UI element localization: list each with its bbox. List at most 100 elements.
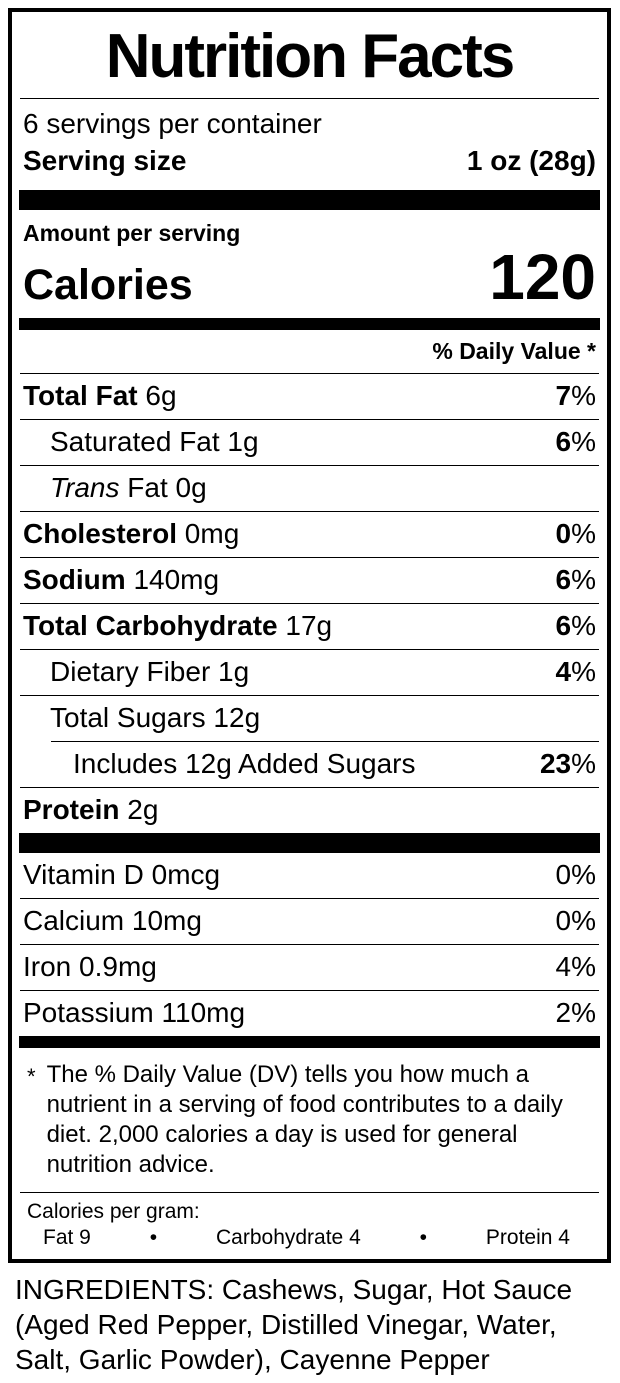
divider — [20, 990, 599, 991]
vitamin-dv: 0% — [555, 905, 596, 936]
nutrient-dv: 23% — [540, 750, 596, 778]
vitamin-amount: Calcium 10mg — [23, 905, 202, 936]
dv-number: 4 — [555, 656, 572, 687]
dv-number: 6 — [555, 426, 572, 457]
bullet-icon: • — [149, 1226, 158, 1249]
calories-per-gram-items: Fat 9 • Carbohydrate 4 • Protein 4 — [27, 1224, 596, 1250]
dv-number: 6 — [555, 564, 572, 595]
nutrient-name: Saturated Fat 1g — [23, 428, 259, 456]
amount-per-serving-label: Amount per serving — [23, 220, 241, 246]
ingredients-statement: INGREDIENTS: Cashews, Sugar, Hot Sauce (… — [15, 1274, 573, 1375]
footnote-text: The % Daily Value (DV) tells you how muc… — [46, 1061, 563, 1178]
nutrient-row-total-sugars: Total Sugars 12g — [21, 696, 598, 741]
serving-size-value: 1 oz (28g) — [466, 145, 596, 176]
nutrient-name: Cholesterol 0mg — [23, 520, 239, 548]
calories-per-gram-section: Calories per gram: Fat 9 • Carbohydrate … — [21, 1193, 598, 1259]
vitamin-name: Iron 0.9mg — [23, 953, 157, 981]
nutrient-dv: 6% — [556, 428, 596, 456]
divider — [20, 695, 599, 696]
title-divider — [20, 98, 599, 99]
nutrient-name-bold: Cholesterol — [23, 518, 178, 549]
medium-bar-calories — [19, 318, 600, 330]
nutrient-row-total-fat: Total Fat 6g 7% — [21, 374, 598, 419]
nutrient-amount: Dietary Fiber 1g — [50, 656, 250, 687]
thick-bar-protein — [19, 833, 600, 853]
nutrient-dv: 0% — [556, 520, 596, 548]
nutrient-row-saturated-fat: Saturated Fat 1g 6% — [21, 420, 598, 465]
calories-row: Calories 120 — [21, 241, 598, 318]
nutrient-dv: 6% — [556, 612, 596, 640]
vitamin-name: Potassium 110mg — [23, 999, 245, 1027]
dv-number: 6 — [555, 610, 572, 641]
daily-value-header: % Daily Value * — [432, 338, 596, 364]
nutrient-amount: Includes 12g Added Sugars — [73, 748, 416, 779]
nutrient-amount: Total Sugars 12g — [50, 702, 261, 733]
divider — [20, 511, 599, 512]
nutrient-name-bold: Total Fat — [23, 380, 138, 411]
nutrient-name: Sodium 140mg — [23, 566, 219, 594]
dv-number: 23 — [539, 748, 572, 779]
divider — [20, 944, 599, 945]
divider — [20, 373, 599, 374]
divider — [20, 603, 599, 604]
divider — [20, 649, 599, 650]
dv-percent-sign: % — [571, 426, 596, 457]
dv-percent-sign: % — [571, 748, 596, 779]
dv-number: 7 — [555, 380, 572, 411]
nutrient-row-added-sugars: Includes 12g Added Sugars 23% — [21, 742, 598, 787]
nutrient-name-bold: Total Carbohydrate — [23, 610, 278, 641]
vitamin-dv: 0% — [555, 859, 596, 890]
daily-value-footnote: * The % Daily Value (DV) tells you how m… — [21, 1048, 598, 1192]
vitamin-amount: Vitamin D 0mcg — [23, 859, 221, 890]
medium-bar-vitamins — [19, 1036, 600, 1048]
nutrient-dv: 7% — [556, 382, 596, 410]
nutrient-amount: 17g — [277, 610, 333, 641]
divider — [20, 898, 599, 899]
divider — [20, 465, 599, 466]
nutrient-name: Includes 12g Added Sugars — [23, 750, 415, 778]
nutrient-row-sodium: Sodium 140mg 6% — [21, 558, 598, 603]
thick-bar-top — [19, 190, 600, 210]
serving-size-row: Serving size 1 oz (28g) — [21, 142, 598, 190]
divider — [20, 1192, 599, 1193]
label-title: Nutrition Facts — [105, 22, 515, 91]
nutrient-row-protein: Protein 2g — [21, 788, 598, 833]
nutrient-amount: 2g — [119, 794, 159, 825]
footnote-asterisk: * — [27, 1064, 36, 1089]
nutrient-amount: 6g — [137, 380, 177, 411]
nutrient-dv: 6% — [556, 566, 596, 594]
vitamin-amount: Iron 0.9mg — [23, 951, 157, 982]
nutrition-facts-label: Nutrition Facts 6 servings per container… — [8, 8, 611, 1263]
calories-per-gram-label: Calories per gram: — [27, 1200, 200, 1223]
nutrient-name-italic: Trans — [50, 472, 120, 503]
dv-number: 0 — [555, 518, 572, 549]
divider — [20, 787, 599, 788]
dv-percent-sign: % — [571, 610, 596, 641]
nutrient-row-trans-fat: Trans Fat 0g — [21, 466, 598, 511]
nutrient-amount: Fat 0g — [119, 472, 207, 503]
nutrient-row-dietary-fiber: Dietary Fiber 1g 4% — [21, 650, 598, 695]
divider — [20, 419, 599, 420]
divider-indented — [51, 741, 599, 742]
vitamin-name: Calcium 10mg — [23, 907, 202, 935]
nutrient-name: Total Carbohydrate 17g — [23, 612, 332, 640]
dv-percent-sign: % — [571, 656, 596, 687]
vitamin-row-calcium: Calcium 10mg 0% — [21, 899, 598, 944]
nutrient-amount: 0mg — [177, 518, 240, 549]
nutrient-name-bold: Protein — [23, 794, 120, 825]
dv-percent-sign: % — [571, 380, 596, 411]
vitamin-name: Vitamin D 0mcg — [23, 861, 220, 889]
dv-percent-sign: % — [571, 518, 596, 549]
cpg-fat: Fat 9 — [43, 1226, 91, 1249]
vitamin-row-iron: Iron 0.9mg 4% — [21, 945, 598, 990]
calories-label: Calories — [23, 261, 193, 309]
cpg-protein: Protein 4 — [485, 1226, 570, 1249]
nutrient-amount: 140mg — [125, 564, 220, 595]
servings-per-container: 6 servings per container — [23, 108, 322, 139]
nutrient-name: Protein 2g — [23, 796, 158, 824]
calories-value: 120 — [489, 241, 596, 313]
nutrient-row-cholesterol: Cholesterol 0mg 0% — [21, 512, 598, 557]
divider — [20, 557, 599, 558]
nutrient-name: Trans Fat 0g — [23, 474, 207, 502]
bullet-icon: • — [419, 1226, 428, 1249]
